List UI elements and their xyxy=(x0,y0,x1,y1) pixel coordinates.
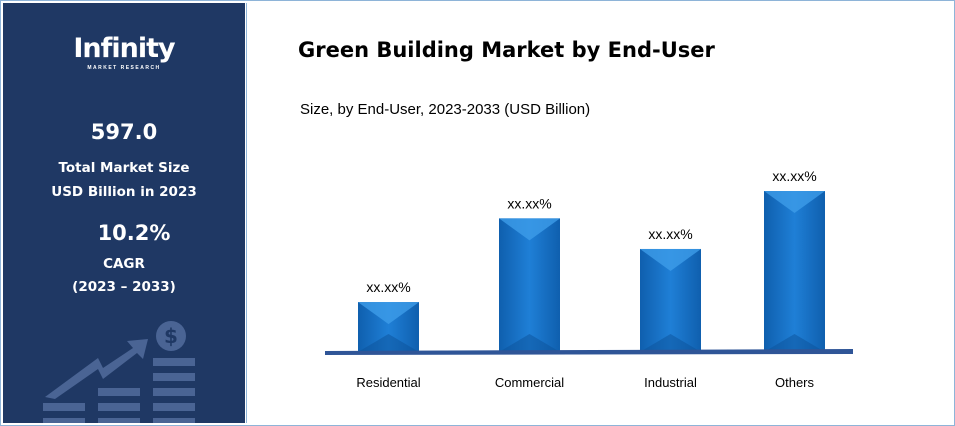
category-label: Industrial xyxy=(644,375,697,390)
bar-highlight xyxy=(358,302,419,325)
bar-highlight xyxy=(640,248,701,271)
growth-chart-dollar-icon: $ xyxy=(43,321,195,423)
cagr-value: 10.2% xyxy=(97,221,171,245)
bar-highlight xyxy=(499,218,560,241)
chart-title: Green Building Market by End-User xyxy=(298,38,715,62)
market-size-label: Total Market Size xyxy=(58,160,190,176)
logo: Infinity xyxy=(73,33,175,64)
bar-shadow xyxy=(358,334,419,352)
data-label: xx.xx% xyxy=(366,279,410,295)
data-label: xx.xx% xyxy=(648,226,692,242)
summary-sidebar: Infinity MARKET RESEARCH 597.0 Total Mar… xyxy=(3,3,245,423)
logo-subtext: MARKET RESEARCH xyxy=(87,65,161,71)
data-label: xx.xx% xyxy=(507,195,551,211)
svg-text:$: $ xyxy=(164,324,178,348)
bar xyxy=(499,218,560,352)
bar-shadow xyxy=(640,334,701,352)
bar xyxy=(764,191,825,352)
category-label: Others xyxy=(775,375,815,390)
data-label: xx.xx% xyxy=(772,168,816,184)
bar-shadow xyxy=(499,334,560,352)
market-size-value: 597.0 xyxy=(90,120,158,144)
x-axis-baseline xyxy=(325,349,853,355)
market-size-unit: USD Billion in 2023 xyxy=(51,184,197,200)
bar-highlight xyxy=(764,191,825,213)
cagr-label: CAGR xyxy=(103,256,145,272)
category-label: Residential xyxy=(356,375,420,390)
chart-subtitle: Size, by End-User, 2023-2033 (USD Billio… xyxy=(300,101,591,118)
panel-divider xyxy=(246,3,247,423)
cagr-period: (2023 – 2033) xyxy=(72,279,176,295)
category-label: Commercial xyxy=(495,375,564,390)
bar-shadow xyxy=(764,334,825,352)
